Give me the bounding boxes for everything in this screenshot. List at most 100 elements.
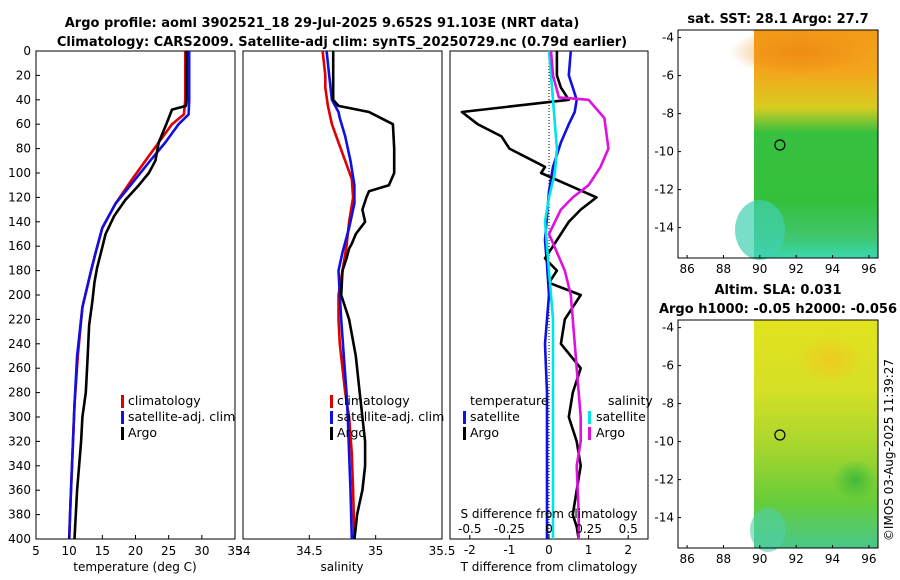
legend-swatch-s-argo <box>588 427 591 440</box>
y-tick-label: 140 <box>8 215 31 229</box>
map-y-tick-label: -14 <box>654 511 674 525</box>
y-tick-label: 400 <box>8 532 31 546</box>
x-tick-label: 15 <box>95 544 110 558</box>
map-y-tick-label: -12 <box>654 183 674 197</box>
x-tick-top-label: 0 <box>545 522 553 536</box>
temperature-legend: climatology satellite-adj. clim Argo <box>121 393 235 440</box>
x-tick-label: 0 <box>545 543 553 557</box>
argo-position-marker <box>774 429 786 441</box>
temperature-axes <box>35 50 236 540</box>
map-x-tick-label: 90 <box>752 262 767 276</box>
salinity-panel: 34 34.5 35 35.5 salinity climatology satell… <box>235 50 456 574</box>
argo-position-marker <box>774 139 786 151</box>
x-tick-top-label: -0.25 <box>494 522 525 536</box>
x-tick-label: 34.5 <box>296 544 323 558</box>
map-x-tick-label: 88 <box>716 262 731 276</box>
legend-label-t-satellite: satellite <box>470 409 520 424</box>
y-tick-label: 220 <box>8 312 31 326</box>
legend-swatch-argo <box>330 427 333 440</box>
map-x-tick-label: 86 <box>679 262 694 276</box>
sla-cool-patch <box>750 508 786 552</box>
x-tick-top-label: -0.5 <box>458 522 481 536</box>
x-tick-label: 2 <box>624 543 632 557</box>
map-x-tick-label: 92 <box>789 552 804 566</box>
map-y-tick-label: -8 <box>662 107 674 121</box>
series-line-satellite-adj-clim <box>325 50 356 540</box>
sst-map-axes <box>677 29 879 259</box>
map-x-tick-label: 90 <box>752 552 767 566</box>
y-tick-label: 100 <box>8 166 31 180</box>
map-y-tick-label: -6 <box>662 69 674 83</box>
t-difference-label: T difference from climatology <box>460 560 638 574</box>
map-y-tick-label: -4 <box>662 321 674 335</box>
sst-map-panel: sat. SST: 28.1 Argo: 27.7 86 88 90 92 94 96 -… <box>654 12 879 276</box>
figure-title-line1: Argo profile: aoml 3902521_18 29-Jul-202… <box>65 16 580 31</box>
s-difference-label: S difference from climatology <box>461 507 638 521</box>
x-tick-label: 1 <box>585 543 593 557</box>
legend-swatch-satellite <box>121 411 124 424</box>
series-line-satellite-adj-clim <box>67 51 191 540</box>
y-tick-label: 160 <box>8 239 31 253</box>
x-tick-label: 35.5 <box>429 544 456 558</box>
map-x-tick-label: 96 <box>861 552 876 566</box>
copyright-stamp: ©IMOS 03-Aug-2025 11:39:27 <box>882 359 896 541</box>
legend-swatch-s-satellite <box>588 411 591 424</box>
difference-panel: -2 -1 0 1 2 -0.5 -0.25 0 0.25 0.5 S difference f… <box>449 50 653 574</box>
x-tick-label: -2 <box>464 543 476 557</box>
legend-title-salinity: salinity <box>608 393 653 408</box>
legend-label-t-argo: Argo <box>470 425 499 440</box>
legend-label-climatology: climatology <box>128 393 201 408</box>
map-x-tick-label: 88 <box>716 552 731 566</box>
map-x-tick-label: 94 <box>825 552 840 566</box>
sla-map-title-line1: Altim. SLA: 0.031 <box>715 283 842 298</box>
y-tick-label: 0 <box>23 44 31 58</box>
map-y-tick-label: -14 <box>654 221 674 235</box>
y-tick-label: 60 <box>16 117 31 131</box>
map-y-tick-label: -8 <box>662 397 674 411</box>
sla-map-title-line2: Argo h1000: -0.05 h2000: -0.056 <box>659 302 897 317</box>
salinity-legend: climatology satellite-adj. clim Argo <box>330 393 444 440</box>
legend-swatch-satellite <box>330 411 333 424</box>
sla-low-patch <box>833 460 877 500</box>
map-y-tick-label: -6 <box>662 359 674 373</box>
map-y-tick-label: -10 <box>654 145 674 159</box>
map-y-tick-label: -10 <box>654 435 674 449</box>
x-tick-label: 25 <box>161 544 176 558</box>
figure-title-line2: Climatology: CARS2009. Satellite-adj cli… <box>57 35 627 50</box>
x-tick-label: 5 <box>32 544 40 558</box>
sla-map-axes <box>677 319 879 549</box>
y-tick-label: 300 <box>8 410 31 424</box>
x-tick-label: 35 <box>227 544 242 558</box>
legend-label-s-satellite: satellite <box>596 409 646 424</box>
x-tick-label: 10 <box>62 544 77 558</box>
map-y-tick-label: -4 <box>662 31 674 45</box>
sst-warm-patch <box>730 28 870 76</box>
x-tick-label: 35 <box>368 544 383 558</box>
y-tick-label: 240 <box>8 337 31 351</box>
y-tick-label: 80 <box>16 142 31 156</box>
x-tick-top-label: 0.5 <box>619 522 638 536</box>
y-tick-label: 260 <box>8 361 31 375</box>
series-line-argo <box>331 51 396 540</box>
x-tick-label: 20 <box>128 544 143 558</box>
y-tick-label: 40 <box>16 93 31 107</box>
sla-high-patch <box>795 335 865 385</box>
y-tick-label: 120 <box>8 190 31 204</box>
legend-label-satellite: satellite-adj. clim <box>337 409 444 424</box>
map-y-tick-label: -12 <box>654 473 674 487</box>
legend-swatch-t-satellite <box>463 411 466 424</box>
legend-swatch-climatology <box>121 395 124 408</box>
difference-legend: temperature salinity satellite Argo sate… <box>463 393 653 440</box>
legend-label-argo: Argo <box>128 425 157 440</box>
salinity-axes <box>242 50 443 540</box>
x-tick-top-label: 0.25 <box>575 522 602 536</box>
sla-map-panel: Altim. SLA: 0.031 Argo h1000: -0.05 h200… <box>654 283 897 566</box>
x-tick-label: -1 <box>503 543 515 557</box>
series-line-argo <box>73 51 188 540</box>
legend-label-satellite: satellite-adj. clim <box>128 409 235 424</box>
x-tick-label: 30 <box>194 544 209 558</box>
salinity-xlabel: salinity <box>320 560 363 574</box>
map-x-tick-label: 96 <box>861 262 876 276</box>
map-x-tick-label: 94 <box>825 262 840 276</box>
